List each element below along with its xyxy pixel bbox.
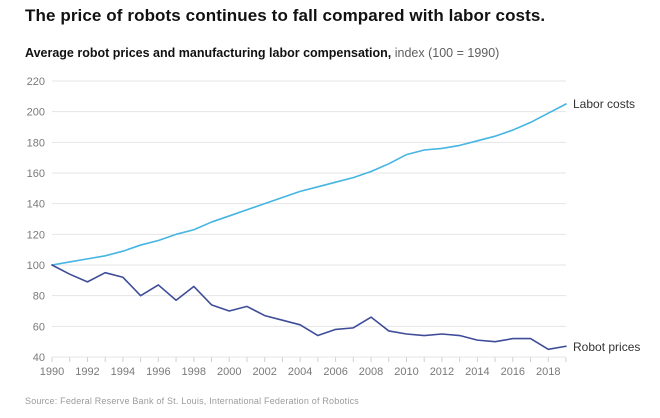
svg-text:2010: 2010 [394, 366, 418, 378]
svg-text:220: 220 [27, 76, 45, 88]
chart-title: The price of robots continues to fall co… [25, 6, 546, 25]
chart-subtitle: Average robot prices and manufacturing l… [25, 46, 499, 61]
svg-text:1998: 1998 [182, 366, 206, 378]
svg-text:2000: 2000 [217, 366, 241, 378]
svg-text:2016: 2016 [501, 366, 525, 378]
svg-text:2006: 2006 [323, 366, 347, 378]
svg-text:200: 200 [27, 107, 45, 119]
svg-text:1992: 1992 [75, 366, 99, 378]
svg-text:160: 160 [27, 168, 45, 180]
series-label-robot-prices: Robot prices [573, 340, 641, 354]
source-note: Source: Federal Reserve Bank of St. Loui… [25, 396, 359, 406]
svg-text:2004: 2004 [288, 366, 312, 378]
svg-text:1994: 1994 [111, 366, 135, 378]
svg-text:100: 100 [27, 260, 45, 272]
svg-text:2012: 2012 [430, 366, 454, 378]
svg-text:60: 60 [33, 321, 45, 333]
chart-subtitle-main: Average robot prices and manufacturing l… [25, 46, 392, 60]
svg-text:2018: 2018 [536, 366, 560, 378]
svg-text:180: 180 [27, 137, 45, 149]
svg-text:40: 40 [33, 352, 45, 364]
svg-text:2014: 2014 [465, 366, 489, 378]
svg-text:80: 80 [33, 291, 45, 303]
chart-subtitle-note: index (100 = 1990) [391, 46, 500, 60]
svg-text:2008: 2008 [359, 366, 383, 378]
svg-text:120: 120 [27, 229, 45, 241]
series-label-labor-costs: Labor costs [573, 97, 636, 111]
svg-text:1996: 1996 [146, 366, 170, 378]
svg-text:2002: 2002 [252, 366, 276, 378]
svg-text:140: 140 [27, 199, 45, 211]
svg-text:1990: 1990 [40, 366, 64, 378]
